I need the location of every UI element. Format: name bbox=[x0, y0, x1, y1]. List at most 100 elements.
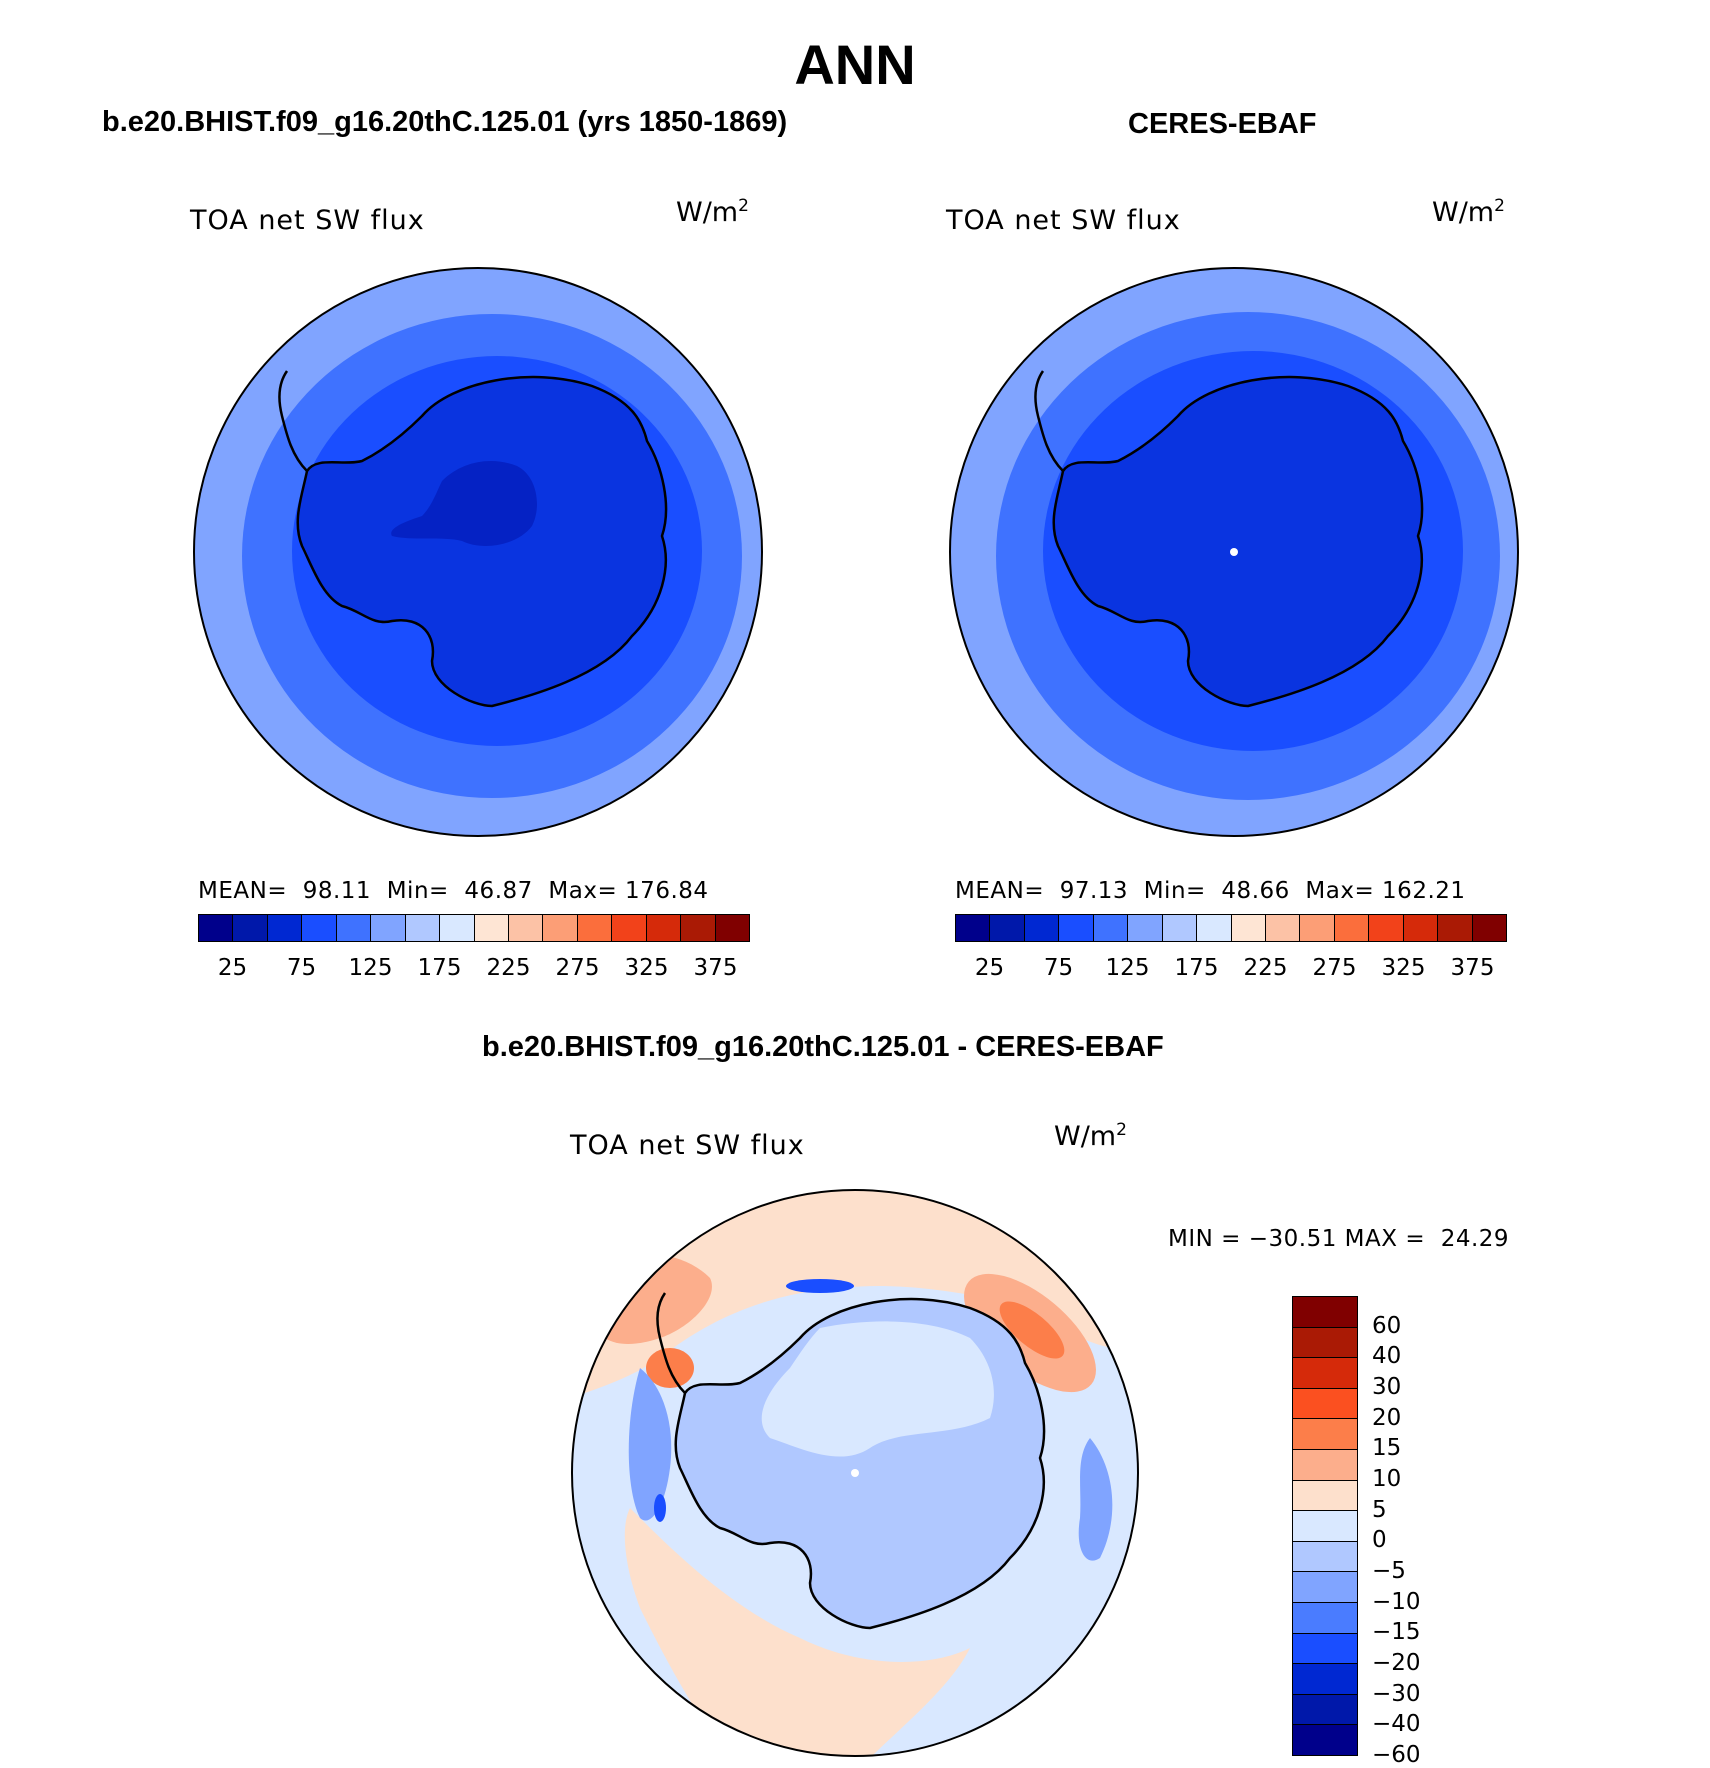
colorbar-tick-label: 325 bbox=[1381, 955, 1426, 981]
diff-positive-south bbox=[624, 1508, 970, 1756]
diff-title: b.e20.BHIST.f09_g16.20thC.125.01 - CERES… bbox=[482, 1031, 1164, 1063]
colorbar-tick-label: −15 bbox=[1372, 1619, 1421, 1646]
colorbar-tick-label: 225 bbox=[486, 955, 531, 981]
panel2-peninsula bbox=[1034, 370, 1064, 472]
panel1-colorbar bbox=[198, 914, 750, 942]
colorbar-segment bbox=[405, 915, 441, 941]
colorbar-segment bbox=[1128, 915, 1163, 941]
panel1-polar-map bbox=[193, 267, 763, 837]
colorbar-tick-label: 15 bbox=[1372, 1435, 1402, 1462]
colorbar-segment bbox=[440, 915, 475, 941]
colorbar-segment bbox=[1231, 915, 1266, 941]
colorbar-segment bbox=[1293, 1449, 1357, 1481]
colorbar-segment bbox=[646, 915, 682, 941]
colorbar-tick-label: 325 bbox=[624, 955, 669, 981]
colorbar-tick-label: 0 bbox=[1372, 1527, 1387, 1554]
panel1-peninsula bbox=[278, 370, 308, 472]
colorbar-segment bbox=[267, 915, 303, 941]
colorbar-segment bbox=[1293, 1694, 1357, 1726]
figure-title: ANN bbox=[794, 33, 916, 96]
colorbar-segment bbox=[1293, 1664, 1357, 1695]
panel1-case-title: b.e20.BHIST.f09_g16.20thC.125.01 (yrs 18… bbox=[102, 106, 788, 138]
colorbar-segment bbox=[1093, 915, 1129, 941]
colorbar-segment bbox=[1293, 1633, 1357, 1665]
diff-negative-spot-west bbox=[654, 1494, 666, 1522]
colorbar-tick-label: −5 bbox=[1372, 1558, 1406, 1584]
colorbar-segment bbox=[1265, 915, 1301, 941]
panel2-case-title: CERES-EBAF bbox=[1128, 108, 1317, 140]
colorbar-tick-label: 375 bbox=[1450, 955, 1495, 981]
diff-negative-spot-north bbox=[786, 1279, 854, 1293]
panel2-pole-marker bbox=[1230, 548, 1238, 556]
colorbar-segment bbox=[1300, 915, 1335, 941]
colorbar-tick-label: 225 bbox=[1243, 955, 1288, 981]
diff-negative-east bbox=[1078, 1438, 1113, 1561]
colorbar-tick-label: 275 bbox=[1312, 955, 1357, 981]
colorbar-segment bbox=[474, 915, 509, 941]
colorbar-segment bbox=[1293, 1327, 1357, 1359]
colorbar-tick-label: 75 bbox=[286, 955, 317, 981]
diff-colorbar bbox=[1292, 1296, 1358, 1756]
diff-negative-west bbox=[628, 1368, 672, 1521]
colorbar-segment bbox=[1293, 1297, 1357, 1328]
panel1-colorbar-ticks: 25 75 125 175 225 275 325 375 bbox=[198, 955, 750, 985]
panel1-map-border bbox=[193, 267, 763, 837]
colorbar-tick-label: 75 bbox=[1043, 955, 1074, 981]
diff-continent-neutral bbox=[761, 1321, 994, 1457]
colorbar-tick-label: 25 bbox=[217, 955, 248, 981]
diff-peninsula bbox=[656, 1292, 686, 1394]
colorbar-tick-label: 375 bbox=[693, 955, 738, 981]
colorbar-segment bbox=[1293, 1388, 1357, 1420]
colorbar-tick-label: 125 bbox=[348, 955, 393, 981]
panel1-coastline bbox=[296, 375, 668, 708]
colorbar-tick-label: 175 bbox=[1174, 955, 1219, 981]
colorbar-segment bbox=[371, 915, 406, 941]
colorbar-tick-label: 60 bbox=[1372, 1312, 1402, 1339]
panel1-plateau-core bbox=[391, 461, 537, 546]
colorbar-segment bbox=[1059, 915, 1094, 941]
diff-colorbar-ticks: 60 40 30 20 15 10 5 0 −5 −10 −15 −20 −30 −40 −60 bbox=[1372, 1296, 1462, 1768]
colorbar-segment bbox=[1293, 1511, 1357, 1542]
panel1-stats: MEAN= 98.11 Min= 46.87 Max= 176.84 bbox=[198, 878, 709, 904]
colorbar-tick-label: 30 bbox=[1372, 1374, 1402, 1400]
colorbar-segment bbox=[990, 915, 1025, 941]
panel2-variable-label: TOA net SW flux bbox=[946, 205, 1181, 236]
diff-coastline bbox=[674, 1297, 1046, 1630]
panel2-polar-map bbox=[949, 267, 1519, 837]
diff-positive-northeast-core bbox=[999, 1301, 1065, 1359]
colorbar-segment bbox=[681, 915, 716, 941]
colorbar-segment bbox=[1293, 1480, 1357, 1512]
diff-units: W/m2 bbox=[1054, 1120, 1127, 1152]
colorbar-segment bbox=[199, 915, 234, 941]
colorbar-segment bbox=[1293, 1419, 1357, 1450]
colorbar-segment bbox=[715, 915, 749, 941]
colorbar-tick-label: 40 bbox=[1372, 1343, 1402, 1370]
colorbar-segment bbox=[1293, 1572, 1357, 1603]
panel2-continent-fill bbox=[1053, 377, 1423, 706]
diff-map-border bbox=[571, 1189, 1139, 1757]
panel2-units: W/m2 bbox=[1432, 196, 1505, 228]
colorbar-segment bbox=[233, 915, 268, 941]
colorbar-tick-label: −40 bbox=[1372, 1711, 1421, 1738]
colorbar-tick-label: −10 bbox=[1372, 1588, 1421, 1615]
colorbar-segment bbox=[1024, 915, 1060, 941]
colorbar-segment bbox=[577, 915, 613, 941]
colorbar-tick-label: 275 bbox=[555, 955, 600, 981]
panel2-colorbar bbox=[955, 914, 1507, 942]
colorbar-segment bbox=[302, 915, 337, 941]
colorbar-segment bbox=[1293, 1725, 1357, 1755]
panel1-variable-label: TOA net SW flux bbox=[190, 205, 425, 236]
panel2-stats: MEAN= 97.13 Min= 48.66 Max= 162.21 bbox=[955, 878, 1466, 904]
diff-variable-label: TOA net SW flux bbox=[570, 1130, 805, 1161]
colorbar-tick-label: 125 bbox=[1105, 955, 1150, 981]
colorbar-segment bbox=[1162, 915, 1198, 941]
colorbar-segment bbox=[336, 915, 372, 941]
colorbar-tick-label: 10 bbox=[1372, 1466, 1402, 1492]
colorbar-segment bbox=[1197, 915, 1232, 941]
colorbar-segment bbox=[1293, 1602, 1357, 1634]
colorbar-segment bbox=[1369, 915, 1404, 941]
colorbar-segment bbox=[1293, 1358, 1357, 1389]
colorbar-segment bbox=[612, 915, 647, 941]
colorbar-tick-label: 25 bbox=[974, 955, 1005, 981]
diff-polar-map bbox=[571, 1189, 1139, 1757]
